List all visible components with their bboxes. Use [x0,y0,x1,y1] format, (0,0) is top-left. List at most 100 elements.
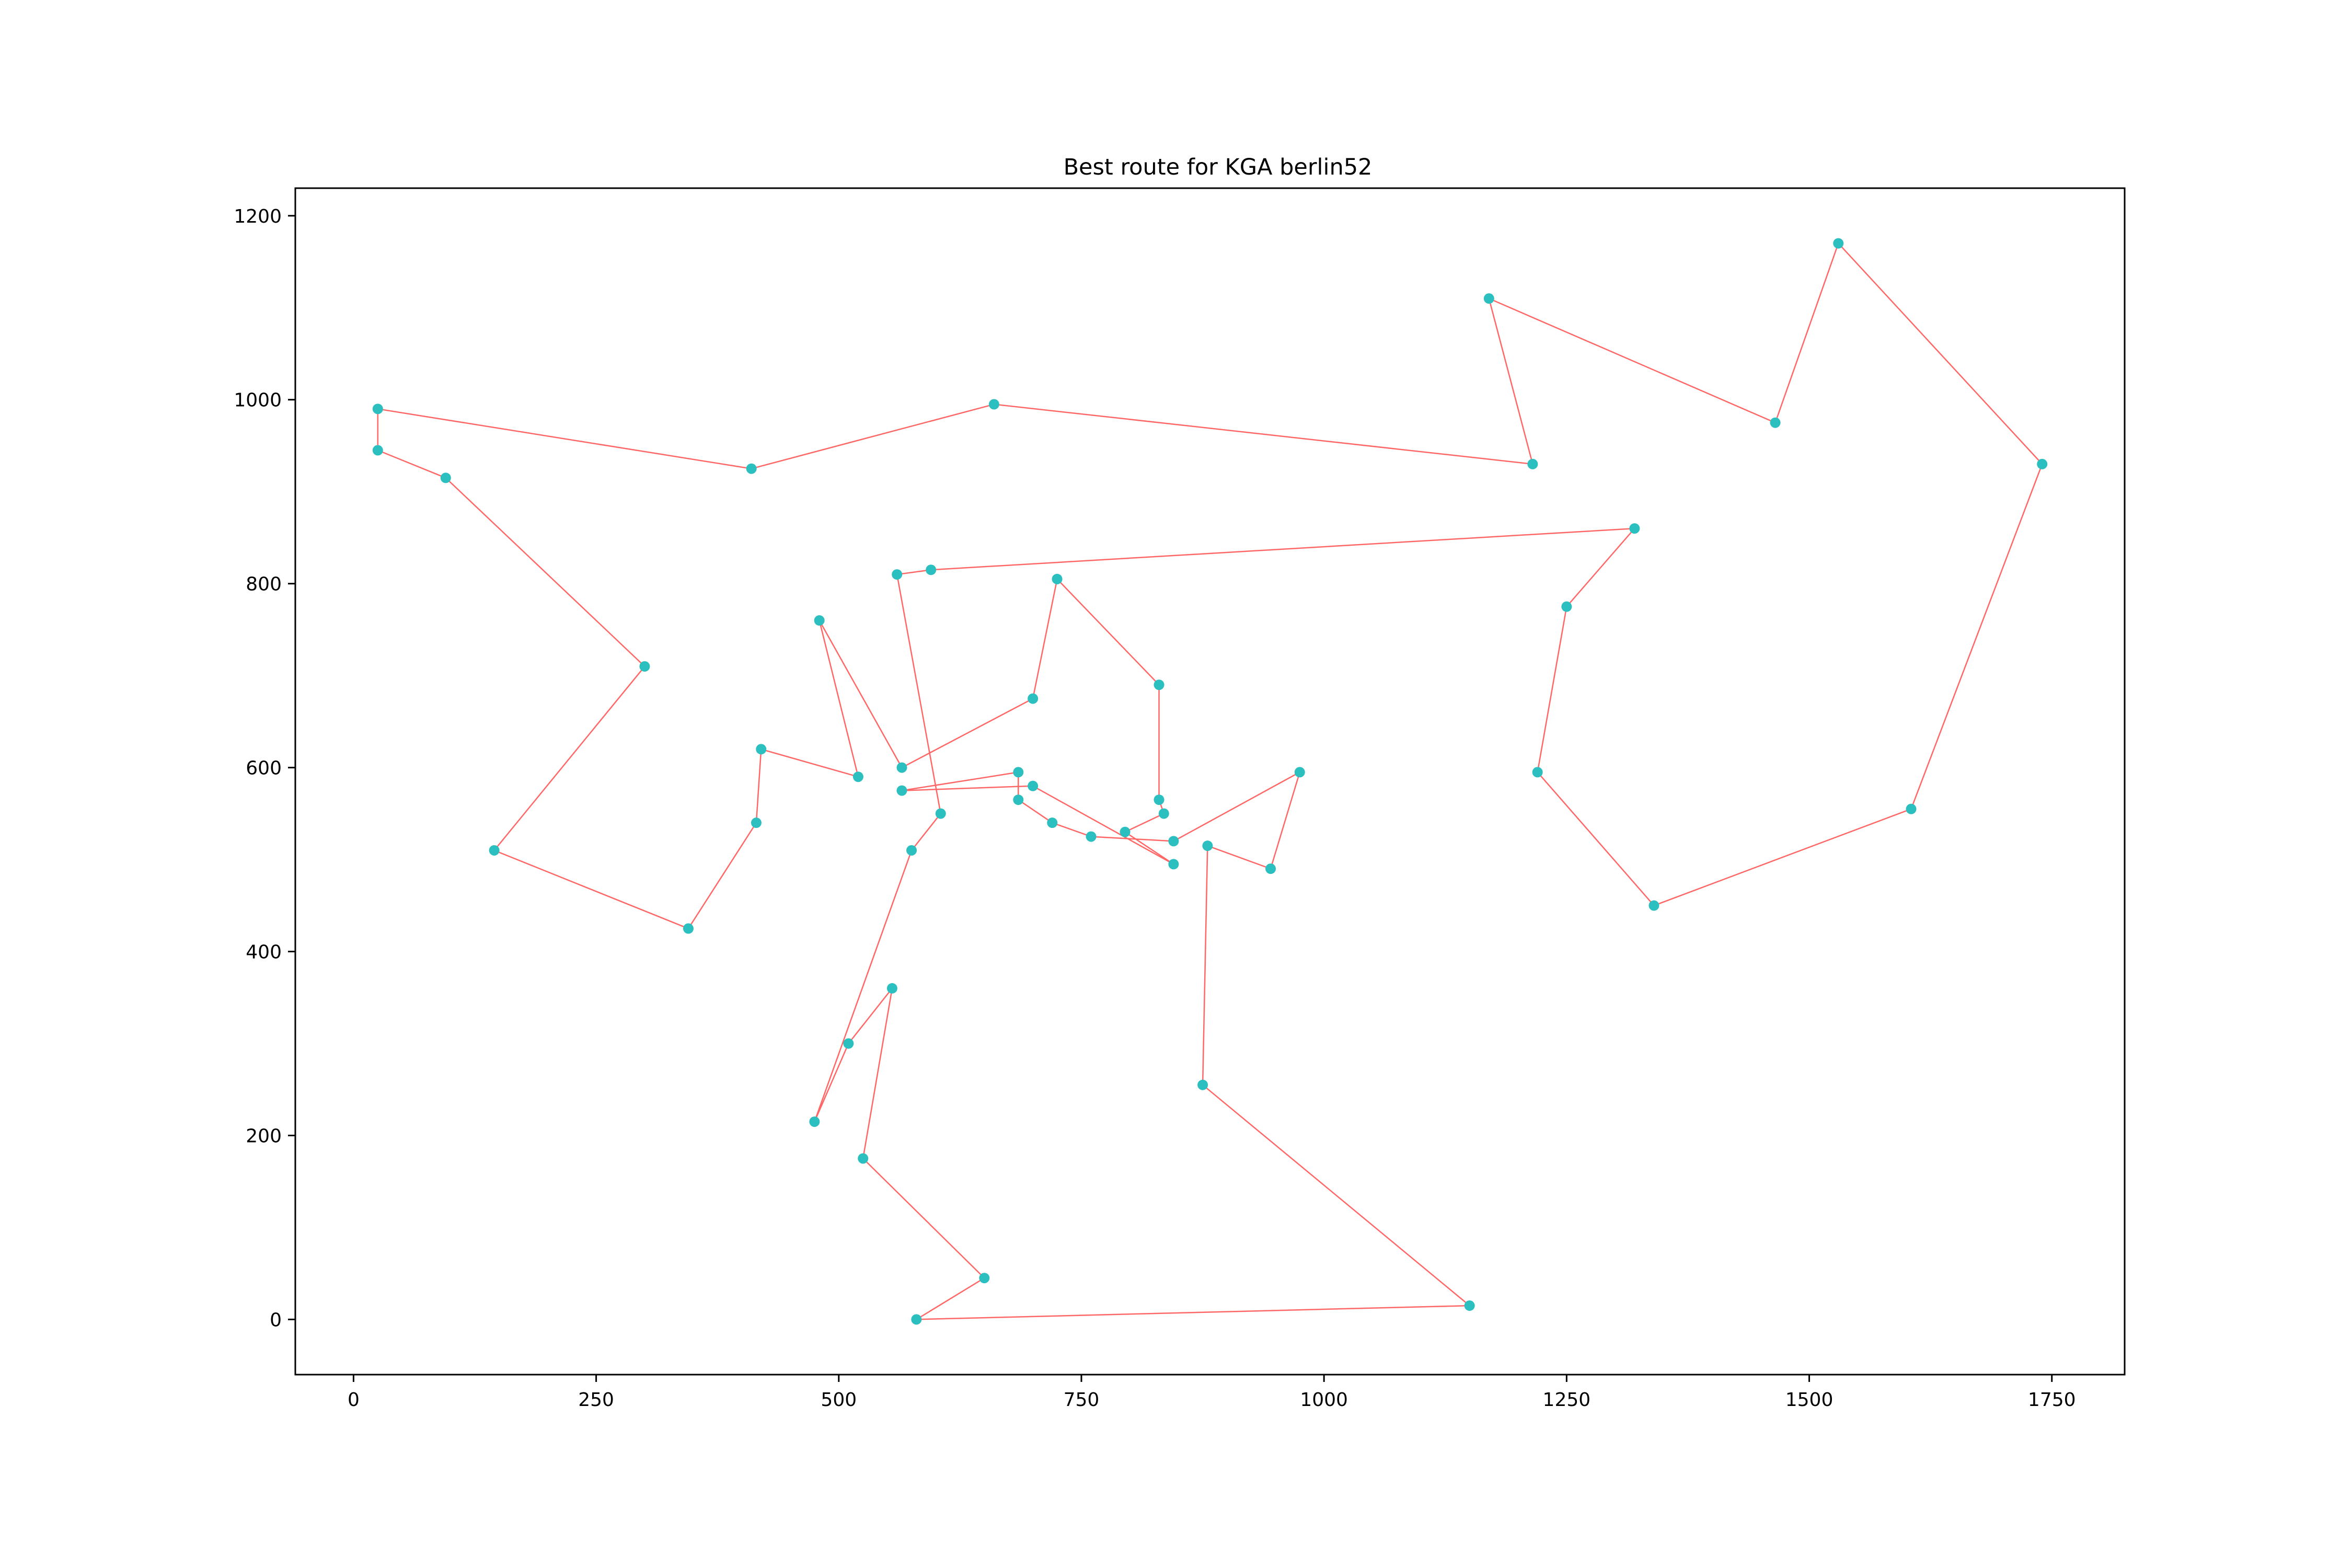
city-point [896,785,907,796]
city-point [1052,573,1063,584]
y-tick-label: 1200 [234,206,282,227]
city-point [926,564,937,575]
route-segment [916,1277,985,1320]
city-point [935,808,946,819]
city-point [1532,767,1543,778]
x-tick-label: 0 [348,1389,360,1411]
route-points [372,238,2048,1325]
city-point [852,771,863,782]
route-segment [377,449,446,479]
city-point [1483,293,1494,304]
route-segment [911,813,941,851]
route-segment [1270,772,1300,869]
city-point [1168,836,1179,847]
x-tick-label: 1250 [1543,1389,1591,1411]
city-point [372,403,383,414]
city-point [1154,794,1165,805]
city-point [1028,780,1039,791]
city-point [906,845,917,856]
city-point [1648,900,1659,911]
route-segment [1537,606,1567,773]
route-segment [814,1043,849,1122]
city-point [756,744,767,755]
route-segment [1207,845,1271,870]
city-point [809,1116,820,1127]
route-segment [897,569,931,575]
city-point [1833,238,1844,249]
y-tick-label: 0 [270,1309,282,1331]
route-segment [1537,771,1655,906]
route-segment [1018,799,1053,824]
city-point [1906,803,1917,814]
city-point [1527,458,1538,469]
route-segment [902,785,1033,791]
city-point [892,569,903,580]
x-tick-label: 1750 [2028,1389,2076,1411]
city-point [1013,767,1024,778]
route-segment [916,1305,1470,1320]
city-point [911,1314,922,1325]
city-point [372,445,383,456]
route-segment [493,666,645,851]
route-segment [1173,771,1300,842]
route-segment [494,849,689,929]
route-segment [1124,813,1165,833]
city-point [1265,863,1276,874]
route-segment [818,620,903,768]
city-point [1013,794,1024,805]
route-segment [377,408,752,469]
y-tick-label: 1000 [234,390,282,411]
city-point [814,615,825,626]
y-tick-label: 200 [246,1125,282,1147]
city-point [843,1038,854,1049]
route-segment [1124,831,1174,865]
city-point [751,817,762,828]
chart-title: Best route for KGA berlin52 [1064,154,1373,180]
route-segment [814,850,913,1122]
city-point [1086,831,1097,842]
route-segment [751,403,995,469]
city-point [2037,458,2048,469]
city-point [1197,1079,1208,1090]
plot-frame [294,187,2126,1376]
route-segment [755,749,762,823]
city-point [1464,1300,1475,1311]
city-point [1047,817,1058,828]
city-point [886,983,897,994]
route-segment [902,771,1019,791]
x-tick-label: 500 [821,1389,857,1411]
route-segment [1489,298,1776,423]
city-point [1028,693,1039,704]
city-point [489,845,500,856]
city-point [683,923,694,934]
x-axis: 0 250 500 750 1000 1250 1500 1750 [348,1375,2076,1411]
route-segment [1091,836,1174,842]
route-segment [1774,243,1839,423]
city-point [1629,523,1640,534]
y-tick-label: 600 [246,758,282,779]
route-segment [1202,1084,1470,1306]
x-tick-label: 250 [578,1389,614,1411]
city-point [988,399,999,410]
route-segment [896,574,941,814]
city-point [1561,601,1572,612]
route-segment [1838,243,2043,465]
city-point [746,463,757,474]
route-segment [1202,846,1208,1085]
y-axis: 0 200 400 600 800 1000 1200 [234,206,295,1331]
city-point [1154,679,1165,690]
city-point [1202,840,1213,851]
city-point [639,661,650,672]
x-tick-label: 1500 [1785,1389,1834,1411]
route-segment [848,988,893,1044]
route-segment [760,748,859,778]
route-segment [1056,579,1160,686]
x-tick-label: 1000 [1300,1389,1348,1411]
city-point [1120,826,1131,837]
city-point [979,1273,990,1284]
city-point [440,472,451,483]
route-segment [818,620,859,777]
route-segment [1910,464,2043,810]
y-tick-label: 400 [246,942,282,963]
